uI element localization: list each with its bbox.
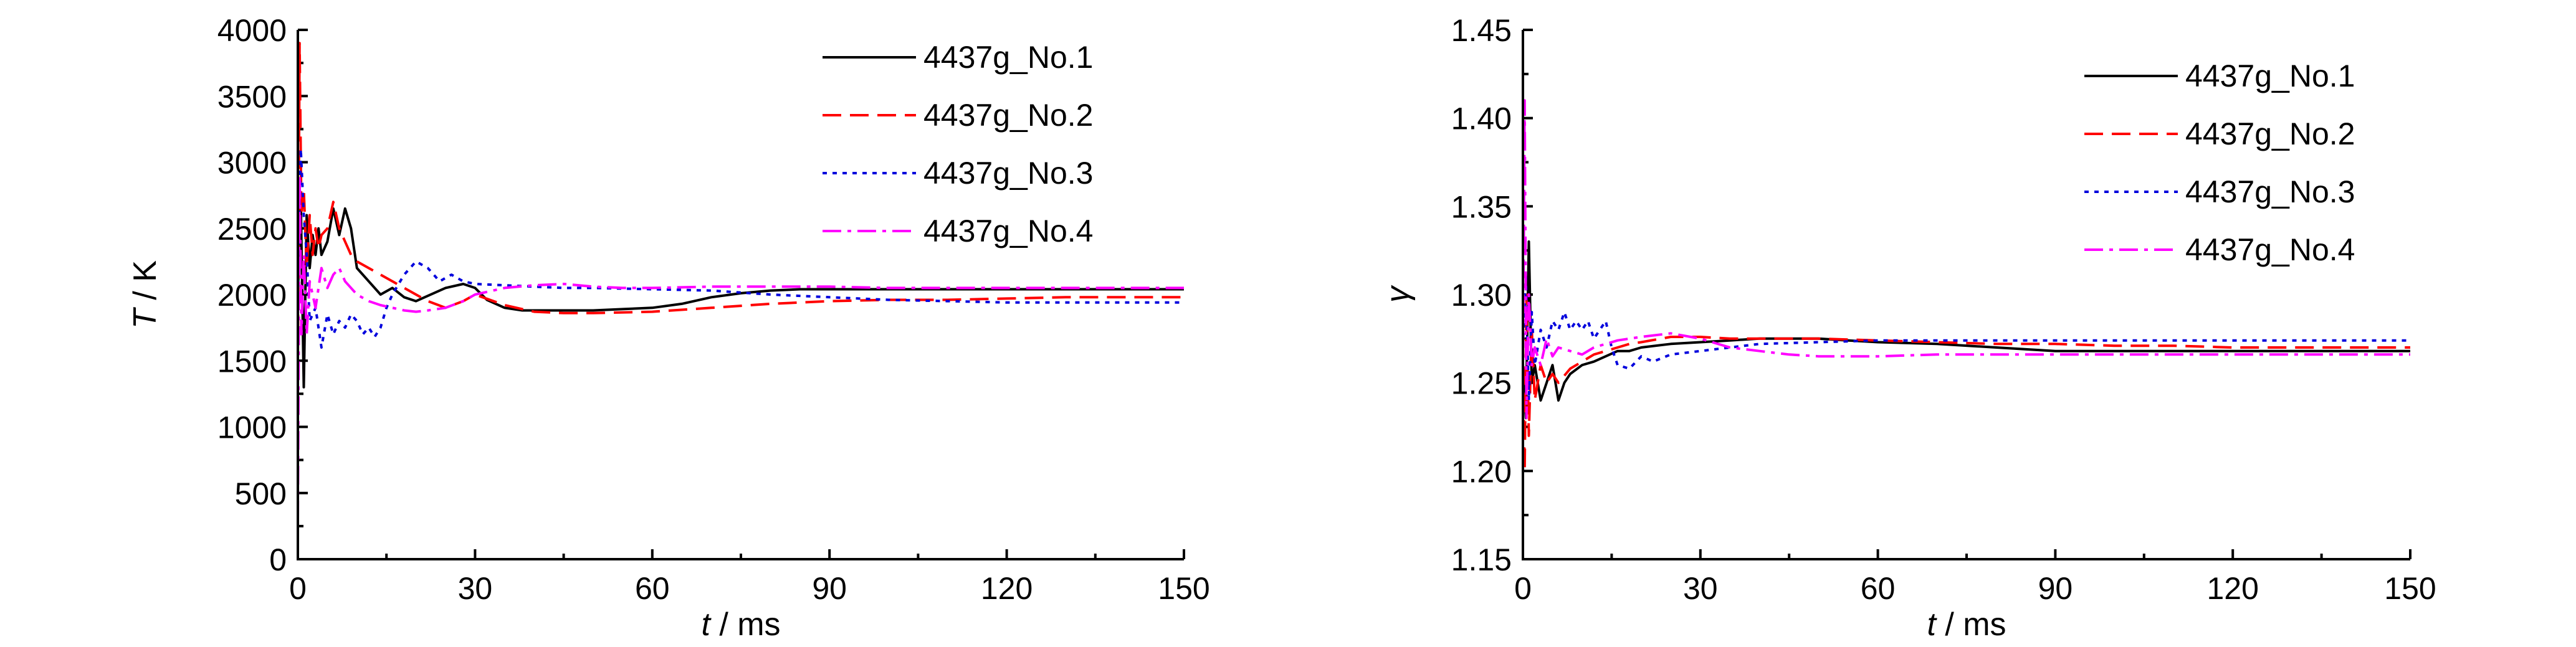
x-tick-label: 150 (2384, 571, 2436, 606)
chart-temperature: 0 30 60 90 120 150 0 500 1000 1500 2000 2500 3000 35… (127, 13, 1210, 643)
y-tick-label: 1.15 (1451, 542, 1512, 577)
y-tick-label: 2500 (217, 212, 287, 247)
series-line-2 (1522, 293, 2410, 473)
y-tick-label: 1.25 (1451, 366, 1512, 401)
y-tick-label: 1.30 (1451, 278, 1512, 313)
x-tick-label: 120 (981, 571, 1033, 606)
series-line-3 (1522, 275, 2410, 402)
y-tick-label: 3500 (217, 79, 287, 114)
series-line-4 (297, 174, 1184, 520)
y-tick-label: 500 (235, 476, 287, 511)
x-tick-label: 0 (289, 571, 307, 606)
legend-label-4: 4437g_No.4 (923, 214, 1093, 248)
y-tick-label: 4000 (217, 13, 287, 48)
y-axis-title: γ (1380, 285, 1416, 303)
legend-label-2: 4437g_No.2 (923, 98, 1093, 133)
y-tick-label: 2000 (217, 278, 287, 313)
y-tick-label: 1.35 (1451, 189, 1512, 224)
x-tick-label: 30 (1683, 571, 1718, 606)
series-line-1 (1522, 240, 2410, 420)
y-tick-label: 1000 (217, 410, 287, 445)
x-tick-label: 90 (812, 571, 847, 606)
legend: 4437g_No.1 4437g_No.2 4437g_No.3 4437g_No.4 (2084, 59, 2355, 267)
legend-label-4: 4437g_No.4 (2185, 232, 2355, 267)
y-tick-label: 1.45 (1451, 13, 1512, 48)
series-line-4 (1522, 99, 2410, 420)
legend-label-2: 4437g_No.2 (2185, 116, 2355, 151)
series-line-3 (297, 148, 1184, 349)
x-tick-label: 60 (1861, 571, 1896, 606)
x-axis-title: t / ms (1927, 607, 2006, 643)
x-tick-label: 90 (2038, 571, 2073, 606)
y-tick-label: 1.40 (1451, 102, 1512, 136)
y-axis-ticks: 1.15 1.20 1.25 1.30 1.35 1.40 1.45 (1451, 13, 1533, 577)
y-tick-label: 1500 (217, 344, 287, 379)
x-axis-ticks: 0 30 60 90 120 150 (289, 549, 1210, 606)
legend-label-1: 4437g_No.1 (923, 40, 1093, 75)
y-axis-title-symbol: T (127, 307, 163, 329)
series-line-1 (297, 201, 1184, 389)
x-axis-title: t / ms (701, 607, 780, 643)
y-axis-title: T / K (127, 260, 163, 329)
series-layer (1522, 99, 2410, 473)
x-tick-label: 60 (635, 571, 670, 606)
y-axis-ticks: 0 500 1000 1500 2000 2500 3000 3500 4000 (217, 13, 308, 577)
x-axis-title-symbol: t (1927, 607, 1937, 643)
y-tick-label: 1.20 (1451, 454, 1512, 489)
x-axis-ticks: 0 30 60 90 120 150 (1514, 549, 2436, 606)
x-tick-label: 30 (458, 571, 493, 606)
y-axis-title-symbol: γ (1380, 285, 1416, 303)
x-tick-label: 120 (2206, 571, 2258, 606)
x-tick-label: 0 (1514, 571, 1532, 606)
axis-frame (1522, 30, 2410, 560)
series-layer (297, 42, 1184, 520)
legend-label-3: 4437g_No.3 (2185, 174, 2355, 209)
series-line-2 (297, 42, 1184, 361)
x-axis-title-unit: / ms (1936, 607, 2006, 643)
legend-label-3: 4437g_No.3 (923, 156, 1093, 191)
y-tick-label: 0 (269, 542, 287, 577)
y-axis-title-unit: / K (127, 260, 163, 309)
legend: 4437g_No.1 4437g_No.2 4437g_No.3 4437g_No.4 (823, 40, 1093, 248)
x-tick-label: 150 (1158, 571, 1209, 606)
legend-label-1: 4437g_No.1 (2185, 59, 2355, 93)
axis-frame (297, 30, 1184, 560)
x-axis-title-symbol: t (701, 607, 712, 643)
chart-gamma: 0 30 60 90 120 150 1.151.201.251.301.351.401.… (1380, 13, 2436, 643)
y-tick-label: 3000 (217, 146, 287, 181)
x-axis-title-unit: / ms (710, 607, 781, 643)
